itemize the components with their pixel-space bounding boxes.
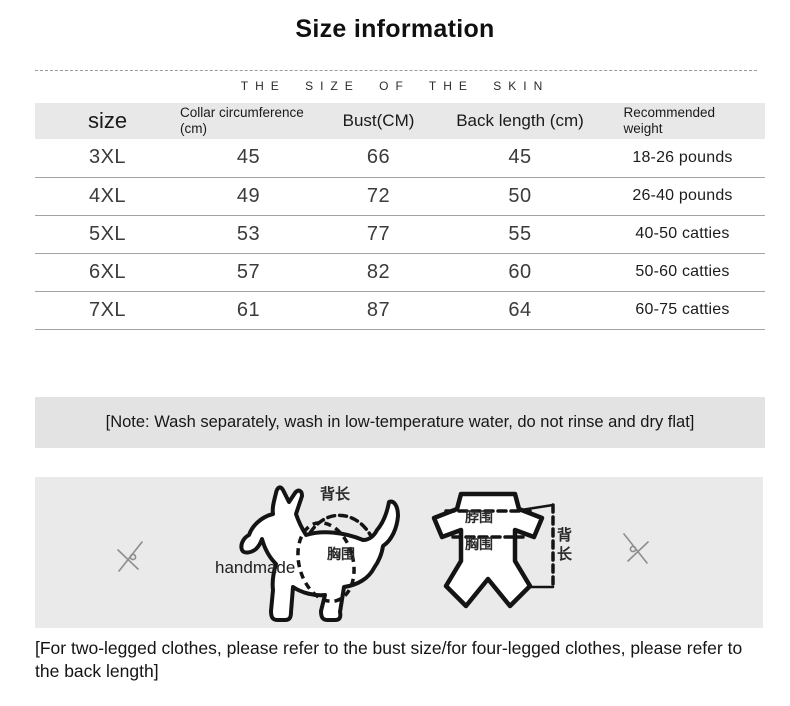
garment-back-length-label: 背长 bbox=[555, 527, 572, 565]
cell-bust: 66 bbox=[366, 146, 391, 169]
cell-collar: 61 bbox=[236, 298, 261, 321]
cell-bust: 87 bbox=[366, 298, 391, 321]
size-table: size Collar circumference (cm) Bust(CM) … bbox=[35, 103, 765, 330]
header-bust: Bust(CM) bbox=[342, 111, 415, 130]
garment-outline bbox=[431, 491, 545, 609]
cut-mark-scissors-icon-right bbox=[623, 533, 649, 564]
cell-size: 5XL bbox=[88, 222, 127, 245]
dog-chest-label: 胸围 bbox=[327, 546, 355, 562]
dashed-divider bbox=[35, 70, 757, 71]
table-row: 6XL 57 82 60 50-60 catties bbox=[35, 253, 765, 291]
cell-size: 6XL bbox=[88, 260, 127, 283]
table-row: 5XL 53 77 55 40-50 catties bbox=[35, 215, 765, 253]
cell-weight: 26-40 pounds bbox=[632, 187, 733, 204]
cell-size: 3XL bbox=[88, 146, 127, 169]
cell-back: 60 bbox=[508, 260, 532, 283]
cell-back: 64 bbox=[508, 298, 532, 321]
dog-back-length-label: 背长 bbox=[320, 486, 351, 503]
cell-weight: 60-75 catties bbox=[635, 301, 730, 318]
cell-bust: 77 bbox=[366, 222, 391, 245]
page-title: Size information bbox=[295, 15, 495, 43]
cell-back: 50 bbox=[508, 184, 532, 207]
header-recommended-weight: Recommended weight bbox=[623, 105, 716, 136]
cut-mark-scissors-icon-left bbox=[117, 541, 143, 572]
page-subtitle: THE SIZE OF THE SKIN bbox=[240, 79, 550, 93]
garment-back-length-top-tick bbox=[519, 503, 555, 512]
cell-collar: 53 bbox=[236, 222, 261, 245]
wash-note-box: [Note: Wash separately, wash in low-temp… bbox=[35, 397, 765, 448]
table-row: 7XL 61 87 64 60-75 catties bbox=[35, 291, 765, 329]
wash-note-text: [Note: Wash separately, wash in low-temp… bbox=[105, 413, 695, 431]
header-collar-circumference: Collar circumference (cm) bbox=[180, 105, 304, 136]
cell-size: 7XL bbox=[88, 298, 127, 321]
cell-bust: 82 bbox=[366, 260, 391, 283]
size-table-container: size Collar circumference (cm) Bust(CM) … bbox=[35, 103, 765, 330]
dog-chest-dashed-ellipse bbox=[296, 520, 356, 604]
footer-note: [For two-legged clothes, please refer to… bbox=[35, 638, 743, 681]
cell-size: 4XL bbox=[88, 184, 127, 207]
header-size: size bbox=[87, 108, 128, 133]
cell-bust: 72 bbox=[366, 184, 391, 207]
table-row: 4XL 49 72 50 26-40 pounds bbox=[35, 177, 765, 215]
cell-collar: 49 bbox=[236, 184, 261, 207]
cell-weight: 40-50 catties bbox=[635, 225, 730, 242]
handmade-watermark: handmade bbox=[215, 558, 296, 577]
cell-weight: 50-60 catties bbox=[635, 263, 730, 280]
garment-flat-illustration bbox=[431, 491, 555, 609]
cell-back: 45 bbox=[508, 146, 532, 169]
measurement-diagram-box: 背长 胸围 handmade 脖围 胸围 背长 bbox=[35, 477, 763, 628]
table-header-row: size Collar circumference (cm) Bust(CM) … bbox=[35, 103, 765, 139]
cell-back: 55 bbox=[508, 222, 532, 245]
garment-chest-label: 胸围 bbox=[465, 536, 493, 552]
dog-back-length-dashed-arc bbox=[308, 513, 373, 538]
dog-outline bbox=[239, 485, 400, 622]
cell-weight: 18-26 pounds bbox=[632, 148, 733, 166]
garment-neck-label: 脖围 bbox=[465, 509, 493, 525]
table-row: 3XL 45 66 45 18-26 pounds bbox=[35, 139, 765, 177]
header-back-length: Back length (cm) bbox=[456, 111, 584, 130]
cell-collar: 57 bbox=[236, 260, 261, 283]
dog-side-view-illustration bbox=[239, 485, 400, 622]
cell-collar: 45 bbox=[236, 146, 261, 169]
